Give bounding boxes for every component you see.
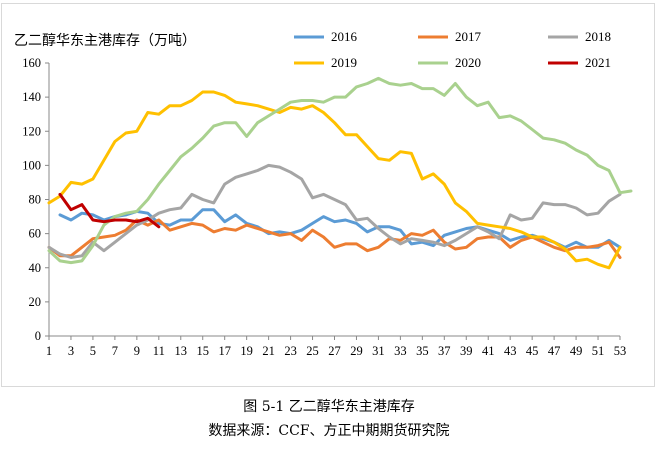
x-tick-label: 11: [153, 344, 165, 358]
x-tick-label: 29: [350, 344, 363, 358]
legend-label-2017: 2017: [455, 29, 482, 44]
x-tick-label: 9: [134, 344, 140, 358]
series-line-2020: [47, 76, 633, 265]
y-tick-label: 80: [29, 193, 42, 207]
series-lines: [47, 76, 633, 270]
x-tick-label: 27: [328, 344, 341, 358]
x-tick-label: 13: [175, 344, 188, 358]
legend-label-2021: 2021: [585, 55, 611, 70]
x-tick-label: 47: [548, 344, 561, 358]
x-tick-label: 19: [240, 344, 253, 358]
y-tick-label: 60: [29, 227, 42, 241]
y-tick-label: 160: [22, 56, 41, 70]
legend: 2016 2017 2018 2019 2020 2021: [294, 29, 611, 70]
y-tick-label: 40: [29, 261, 42, 275]
x-tick-label: 43: [504, 344, 517, 358]
x-tick-label: 3: [68, 344, 74, 358]
x-tick-label: 37: [438, 344, 451, 358]
chart-title: 乙二醇华东主港库存（万吨）: [14, 32, 196, 49]
x-tick-label: 39: [460, 344, 473, 358]
series-line-2017: [47, 218, 622, 259]
x-tick-label: 53: [614, 344, 627, 358]
x-tick-label: 35: [416, 344, 429, 358]
legend-label-2019: 2019: [331, 55, 357, 70]
x-tick-label: 45: [526, 344, 539, 358]
x-tick-label: 49: [570, 344, 583, 358]
x-tick-label: 5: [90, 344, 96, 358]
legend-label-2018: 2018: [585, 29, 611, 44]
x-tick-label: 21: [262, 344, 275, 358]
y-tick-label: 140: [22, 90, 41, 104]
x-tick-label: 31: [372, 344, 385, 358]
x-tick-label: 1: [46, 344, 52, 358]
y-tick-label: 120: [22, 124, 41, 138]
source-caption: 数据来源：CCF、方正中期期货研究院: [208, 423, 450, 439]
y-tick-label: 0: [35, 329, 41, 343]
figure-caption: 图 5-1 乙二醇华东主港库存: [243, 399, 415, 415]
legend-label-2020: 2020: [455, 55, 481, 70]
y-tick-label: 100: [22, 158, 41, 172]
x-tick-label: 7: [112, 344, 118, 358]
x-tick-label: 23: [284, 344, 297, 358]
x-tick-label: 51: [592, 344, 605, 358]
x-tick-label: 25: [306, 344, 319, 358]
x-tick-label: 41: [482, 344, 495, 358]
x-tick-label: 15: [196, 344, 209, 358]
x-tick-label: 33: [394, 344, 407, 358]
series-line-2018: [47, 163, 622, 259]
x-tick-label: 17: [218, 344, 231, 358]
series-line-2019: [47, 90, 622, 270]
series-line-2021: [58, 192, 161, 229]
legend-label-2016: 2016: [331, 29, 358, 44]
y-tick-label: 20: [29, 295, 42, 309]
